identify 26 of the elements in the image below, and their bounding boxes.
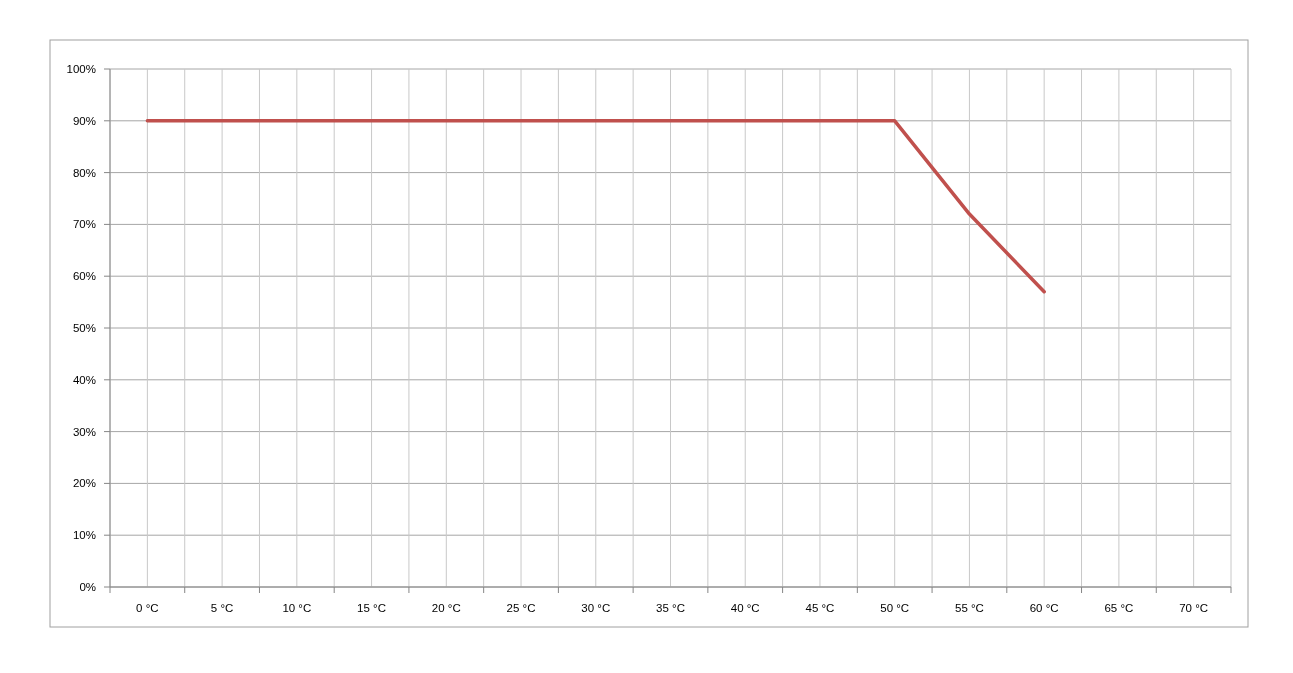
- x-tick-label: 5 °C: [210, 602, 234, 614]
- y-tick-label: 0%: [79, 581, 96, 594]
- y-tick-label: 80%: [72, 166, 96, 179]
- x-tick-label: 20 °C: [431, 602, 461, 614]
- y-tick-label: 20%: [72, 477, 96, 490]
- x-tick-label: 70 °C: [1179, 602, 1209, 614]
- y-tick-label: 60%: [72, 270, 96, 283]
- x-tick-label: 55 °C: [954, 602, 984, 614]
- y-tick-label: 90%: [72, 114, 96, 127]
- x-tick-label: 60 °C: [1029, 602, 1059, 614]
- x-tick-label: 45 °C: [805, 602, 835, 614]
- x-tick-label: 35 °C: [656, 602, 685, 614]
- x-tick-label: 65 °C: [1104, 602, 1134, 614]
- x-tick-label: 25 °C: [506, 602, 536, 614]
- x-tick-label: 30 °C: [581, 602, 611, 614]
- y-tick-label: 10%: [72, 529, 96, 542]
- x-tick-label: 15 °C: [357, 602, 387, 614]
- x-tick-label: 40 °C: [730, 602, 760, 614]
- y-tick-label: 30%: [72, 425, 96, 438]
- y-tick-label: 70%: [72, 218, 96, 231]
- y-tick-label: 40%: [72, 373, 96, 386]
- x-tick-label: 10 °C: [282, 602, 312, 614]
- y-tick-label: 100%: [66, 63, 96, 76]
- x-tick-label: 0 °C: [136, 602, 159, 614]
- y-tick-label: 50%: [72, 322, 96, 335]
- x-tick-label: 50 °C: [880, 602, 910, 614]
